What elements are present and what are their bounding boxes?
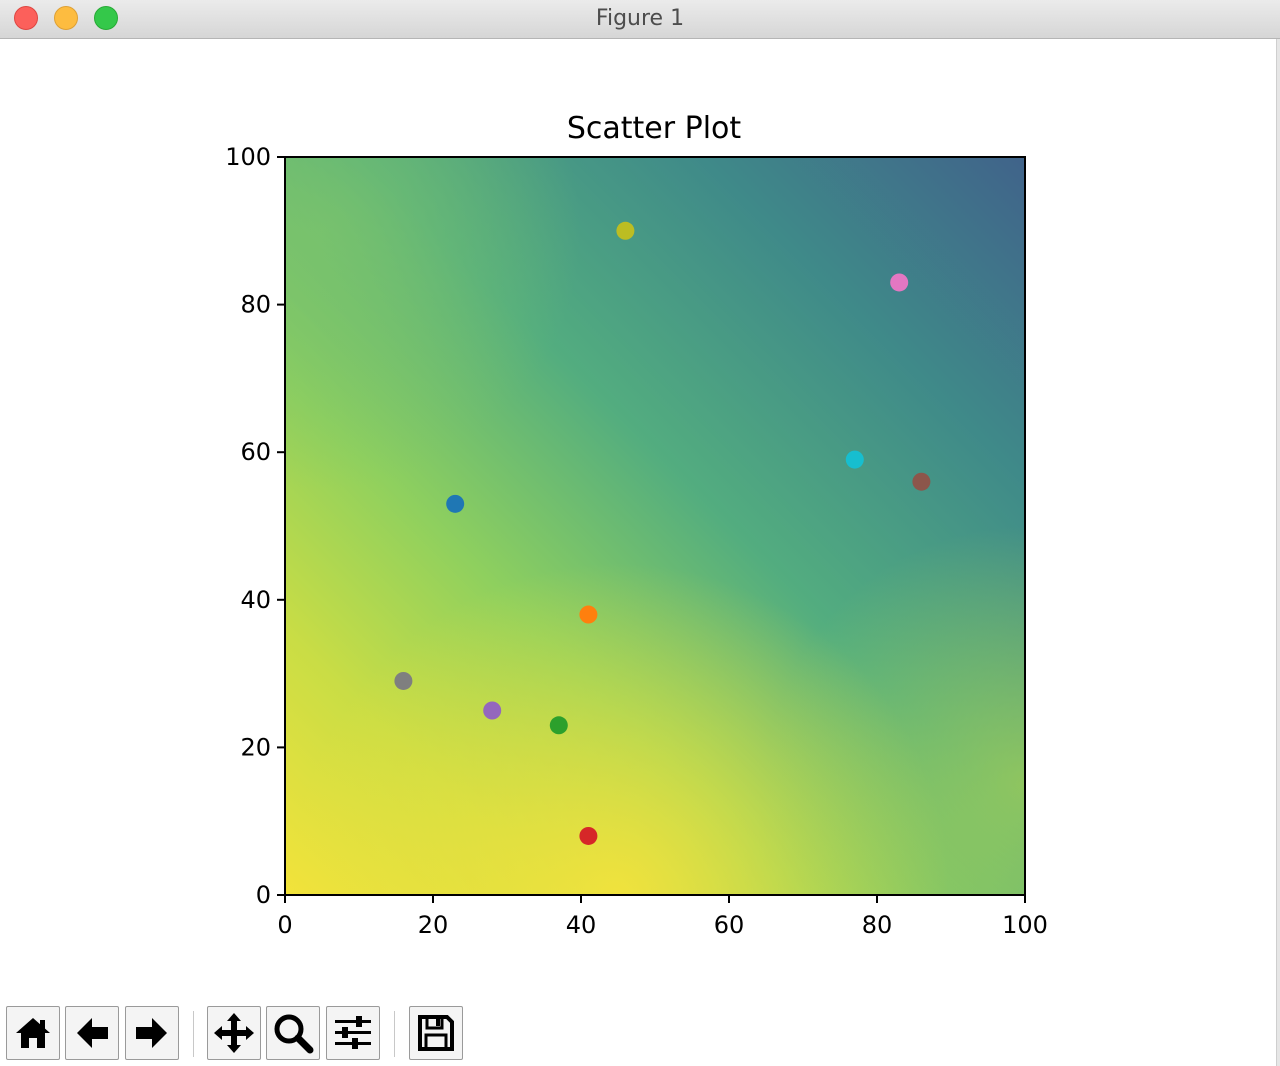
scatter-point-1 — [446, 494, 465, 513]
minimize-window-button[interactable] — [54, 6, 78, 30]
scatter-point-8 — [394, 671, 413, 690]
scatter-point-3 — [549, 716, 568, 735]
heatmap-background — [285, 157, 1025, 895]
y-tick-label: 60 — [240, 438, 271, 466]
y-tick-label: 80 — [240, 291, 271, 319]
scatter-point-2 — [579, 605, 598, 624]
close-window-button[interactable] — [14, 6, 38, 30]
x-tick-label: 0 — [277, 911, 292, 939]
floppy-disk-icon — [418, 1015, 454, 1051]
scatter-point-4 — [579, 826, 598, 845]
window-title: Figure 1 — [595, 6, 685, 31]
y-tick-label: 100 — [225, 143, 271, 171]
home-icon — [16, 1018, 50, 1048]
maximize-window-button[interactable] — [94, 6, 118, 30]
scatter-point-9 — [616, 221, 635, 240]
save-button[interactable] — [409, 1006, 463, 1060]
scatter-chart: Scatter Plot 0 20 40 60 80 100 0 20 40 60 80 100 — [225, 111, 1048, 939]
sliders-icon — [335, 1016, 371, 1049]
move-icon — [214, 1013, 254, 1053]
plot-frame — [284, 156, 1026, 896]
window-titlebar: Figure 1 — [0, 0, 1280, 39]
x-tick-label: 80 — [862, 911, 893, 939]
scatter-points — [394, 221, 931, 845]
x-axis: 0 20 40 60 80 100 — [277, 895, 1048, 939]
magnifier-icon — [274, 1014, 314, 1054]
scatter-point-5 — [483, 701, 502, 720]
toolbar-separator — [193, 1011, 194, 1057]
toolbar-separator — [394, 1011, 395, 1057]
forward-button[interactable] — [125, 1006, 179, 1060]
y-tick-label: 0 — [256, 881, 271, 909]
y-tick-label: 20 — [240, 733, 271, 761]
x-tick-label: 20 — [418, 911, 449, 939]
back-arrow-icon — [77, 1018, 108, 1048]
x-tick-label: 100 — [1002, 911, 1048, 939]
y-axis: 0 20 40 60 80 100 — [225, 143, 285, 909]
configure-subplots-button[interactable] — [326, 1006, 380, 1060]
forward-arrow-icon — [136, 1018, 167, 1048]
window-right-edge — [1276, 39, 1280, 1066]
back-button[interactable] — [65, 1006, 119, 1060]
pan-button[interactable] — [207, 1006, 261, 1060]
zoom-button[interactable] — [266, 1006, 320, 1060]
scatter-point-6 — [912, 472, 931, 491]
y-tick-label: 40 — [240, 586, 271, 614]
home-button[interactable] — [6, 1006, 60, 1060]
scatter-point-10 — [845, 450, 864, 469]
chart-title: Scatter Plot — [567, 111, 742, 146]
x-tick-label: 40 — [566, 911, 597, 939]
scatter-point-7 — [890, 273, 909, 292]
navigation-toolbar — [0, 1003, 1280, 1066]
x-tick-label: 60 — [714, 911, 745, 939]
